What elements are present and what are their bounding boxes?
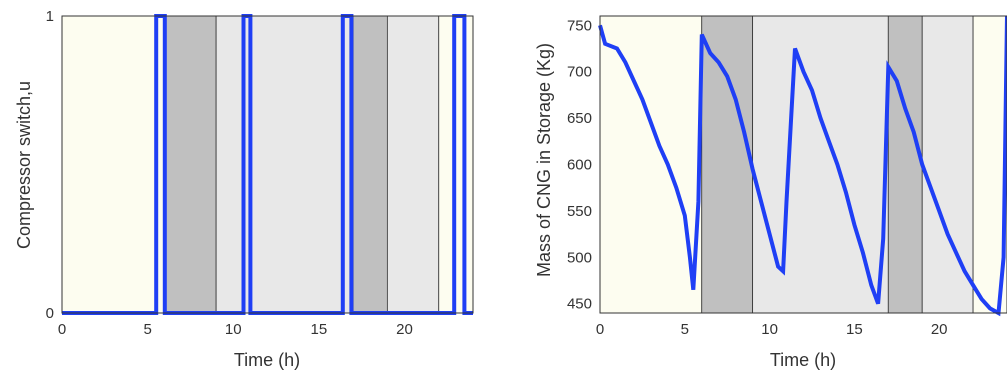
xticks-left: 0 5 10 15 20 bbox=[58, 321, 413, 338]
bands-right bbox=[599, 15, 1007, 314]
xticks-right: 0 5 10 15 20 bbox=[596, 321, 948, 338]
shaded-band-dark bbox=[352, 15, 388, 314]
bands-left bbox=[61, 15, 474, 314]
y-tick-label: 600 bbox=[567, 157, 592, 174]
shaded-band-light bbox=[599, 15, 703, 314]
yticks-right: 450 500 550 600 650 700 750 bbox=[567, 17, 592, 312]
plot-frame-right bbox=[599, 15, 1007, 314]
y-tick-label: 750 bbox=[567, 17, 592, 34]
x-tick-label: 15 bbox=[846, 321, 863, 338]
shaded-band-dark bbox=[164, 15, 217, 314]
shaded-band-mid bbox=[921, 15, 974, 314]
y-tick-label: 500 bbox=[567, 249, 592, 266]
y-axis-label-right: Mass of CNG in Storage (Kg) bbox=[534, 43, 554, 277]
y-tick-label: 650 bbox=[567, 110, 592, 127]
shaded-band-light bbox=[61, 15, 166, 314]
shaded-band-dark bbox=[701, 15, 754, 314]
y-tick-label: 1 bbox=[46, 8, 54, 25]
x-tick-label: 20 bbox=[931, 321, 948, 338]
x-tick-label: 20 bbox=[396, 321, 413, 338]
x-tick-label: 10 bbox=[761, 321, 778, 338]
y-tick-label: 550 bbox=[567, 203, 592, 220]
chart-compressor-switch: 0 5 10 15 20 01 Time (h) Compressor switch,u bbox=[14, 8, 474, 370]
x-tick-label: 0 bbox=[596, 321, 604, 338]
x-tick-label: 5 bbox=[143, 321, 151, 338]
shaded-band-mid bbox=[215, 15, 354, 314]
shaded-band-mid bbox=[386, 15, 440, 314]
x-axis-label-left: Time (h) bbox=[234, 350, 300, 370]
x-tick-label: 5 bbox=[681, 321, 689, 338]
y-axis-label-left: Compressor switch,u bbox=[14, 81, 34, 249]
series-line-cng-mass bbox=[598, 15, 1007, 317]
x-tick-label: 0 bbox=[58, 321, 66, 338]
x-axis-label-right: Time (h) bbox=[770, 350, 836, 370]
x-tick-label: 15 bbox=[311, 321, 328, 338]
shaded-band-dark bbox=[887, 15, 923, 314]
yticks-left: 01 bbox=[46, 8, 54, 322]
y-tick-label: 0 bbox=[46, 305, 54, 322]
x-tick-label: 10 bbox=[225, 321, 242, 338]
y-tick-label: 700 bbox=[567, 64, 592, 81]
y-tick-label: 450 bbox=[567, 296, 592, 313]
plot-frame-left bbox=[61, 15, 474, 314]
